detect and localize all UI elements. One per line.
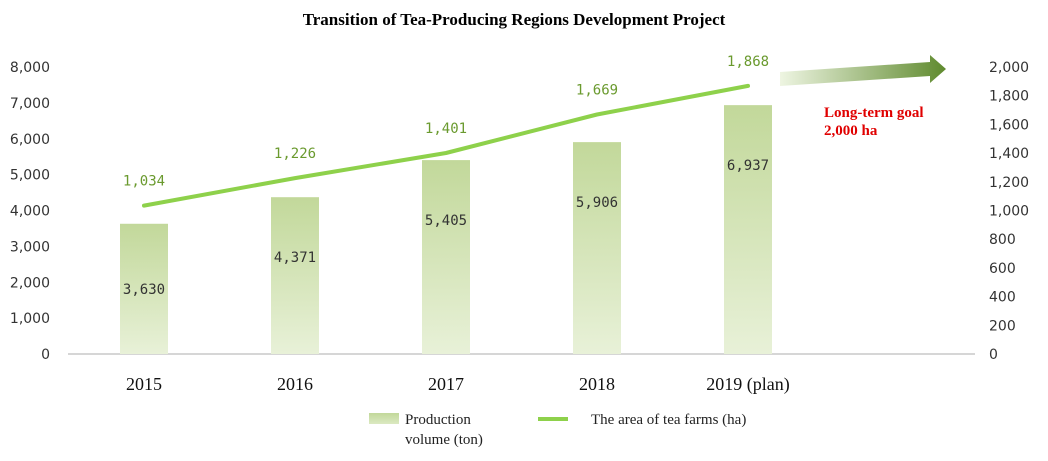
bar-value-label: 3,630: [123, 282, 165, 298]
line-value-label: 1,034: [123, 174, 165, 190]
right-tick-label: 200: [989, 318, 1016, 334]
category-labels: 2015 2016 2017 2018 2019 (plan): [126, 374, 790, 395]
bar: [422, 160, 470, 354]
right-tick-label: 1,600: [989, 117, 1029, 133]
right-tick-label: 1,800: [989, 89, 1029, 105]
right-axis: 0 200 400 600 800 1,000 1,200 1,400 1,600 1,800 2,…: [989, 60, 1029, 363]
bar-value-label: 5,405: [425, 213, 467, 229]
left-tick-label: 0: [41, 347, 50, 363]
bar: [724, 105, 772, 354]
right-tick-label: 400: [989, 290, 1016, 306]
bar-series: [120, 105, 772, 354]
category-label: 2015: [126, 374, 162, 394]
right-tick-label: 800: [989, 232, 1016, 248]
left-tick-label: 4,000: [10, 204, 50, 220]
left-tick-label: 7,000: [10, 96, 50, 112]
left-tick-label: 8,000: [10, 60, 50, 76]
legend-bar-label-line2: volume (ton): [405, 432, 483, 448]
legend-bar-label-line1: Production: [405, 412, 471, 428]
left-axis: 0 1,000 2,000 3,000 4,000 5,000 6,000 7,000 8,00…: [10, 60, 50, 363]
left-tick-label: 3,000: [10, 239, 50, 255]
left-tick-label: 1,000: [10, 311, 50, 327]
legend-bar-swatch: [369, 413, 399, 424]
goal-annotation-line2: 2,000 ha: [824, 123, 878, 139]
category-label: 2018: [579, 374, 615, 394]
bar: [271, 197, 319, 354]
right-tick-label: 2,000: [989, 60, 1029, 76]
bar: [573, 142, 621, 354]
right-tick-label: 1,000: [989, 204, 1029, 220]
bar-labels: 3,630 4,371 5,405 5,906 6,937: [123, 158, 769, 298]
category-label: 2016: [277, 374, 313, 394]
category-label: 2017: [428, 374, 464, 394]
line-value-label: 1,226: [274, 146, 316, 162]
line-value-label: 1,669: [576, 82, 618, 98]
right-tick-label: 600: [989, 261, 1016, 277]
left-tick-label: 6,000: [10, 132, 50, 148]
left-tick-label: 5,000: [10, 168, 50, 184]
line-value-label: 1,401: [425, 121, 467, 137]
category-label: 2019 (plan): [706, 374, 789, 395]
right-tick-label: 1,400: [989, 146, 1029, 162]
bar-value-label: 6,937: [727, 158, 769, 174]
goal-annotation-line1: Long-term goal: [824, 105, 924, 121]
bar: [120, 223, 168, 354]
legend-line-label: The area of tea farms (ha): [591, 412, 746, 428]
legend: Production volume (ton) The area of tea …: [369, 412, 746, 448]
right-tick-label: 0: [989, 347, 998, 363]
left-tick-label: 2,000: [10, 275, 50, 291]
bar-value-label: 4,371: [274, 250, 316, 266]
bar-value-label: 5,906: [576, 195, 618, 211]
right-tick-label: 1,200: [989, 175, 1029, 191]
goal-arrow: [780, 55, 946, 86]
line-labels: 1,034 1,226 1,401 1,669 1,868: [123, 54, 769, 190]
area-line: [142, 83, 750, 208]
line-value-label: 1,868: [727, 54, 769, 70]
chart-title: Transition of Tea-Producing Regions Deve…: [303, 10, 726, 29]
